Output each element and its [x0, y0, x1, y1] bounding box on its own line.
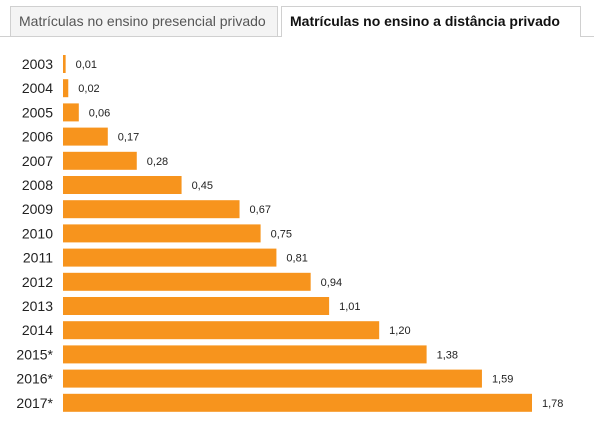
- value-label: 0,75: [271, 228, 292, 240]
- category-label: 2009: [22, 201, 53, 217]
- category-label: 2004: [22, 80, 53, 96]
- bar[interactable]: [63, 224, 261, 243]
- bar[interactable]: [63, 248, 277, 267]
- category-label: 2003: [22, 56, 53, 72]
- category-label: 2016*: [16, 371, 53, 387]
- value-label: 0,01: [76, 59, 97, 71]
- value-label: 0,17: [118, 132, 139, 144]
- category-label: 2006: [22, 129, 53, 145]
- category-label: 2010: [22, 225, 53, 241]
- bar[interactable]: [63, 79, 69, 98]
- value-label: 1,01: [339, 301, 360, 313]
- category-label: 2014: [22, 322, 53, 338]
- bar[interactable]: [63, 176, 182, 194]
- value-label: 1,78: [542, 398, 563, 410]
- bar[interactable]: [63, 103, 79, 122]
- category-label: 2008: [22, 177, 53, 193]
- bar[interactable]: [63, 151, 137, 170]
- bar[interactable]: [63, 393, 532, 412]
- bar[interactable]: [63, 200, 240, 219]
- value-label: 0,94: [321, 277, 342, 289]
- bar[interactable]: [63, 55, 66, 73]
- value-label: 1,20: [389, 325, 410, 337]
- tab-distancia[interactable]: Matrículas no ensino a distância privado: [281, 6, 581, 37]
- category-label: 2013: [22, 298, 53, 314]
- value-label: 0,67: [250, 204, 271, 216]
- bar[interactable]: [63, 297, 330, 315]
- bar[interactable]: [63, 272, 311, 291]
- bar[interactable]: [63, 345, 427, 364]
- value-label: 0,02: [78, 83, 99, 95]
- value-label: 0,06: [89, 107, 110, 119]
- tab-bar: Matrículas no ensino presencial privado …: [0, 0, 594, 37]
- value-label: 0,28: [147, 156, 168, 168]
- bar[interactable]: [63, 369, 482, 388]
- value-label: 1,38: [437, 349, 458, 361]
- value-label: 0,81: [286, 253, 307, 265]
- tab-presencial[interactable]: Matrículas no ensino presencial privado: [10, 6, 278, 36]
- bar[interactable]: [63, 321, 380, 340]
- category-label: 2015*: [16, 346, 53, 362]
- category-label: 2007: [22, 153, 53, 169]
- category-label: 2017*: [16, 395, 53, 411]
- value-label: 0,45: [192, 180, 213, 192]
- value-label: 1,59: [492, 374, 513, 386]
- category-label: 2005: [22, 104, 53, 120]
- category-label: 2012: [22, 274, 53, 290]
- bar[interactable]: [63, 127, 108, 146]
- category-label: 2011: [23, 250, 53, 266]
